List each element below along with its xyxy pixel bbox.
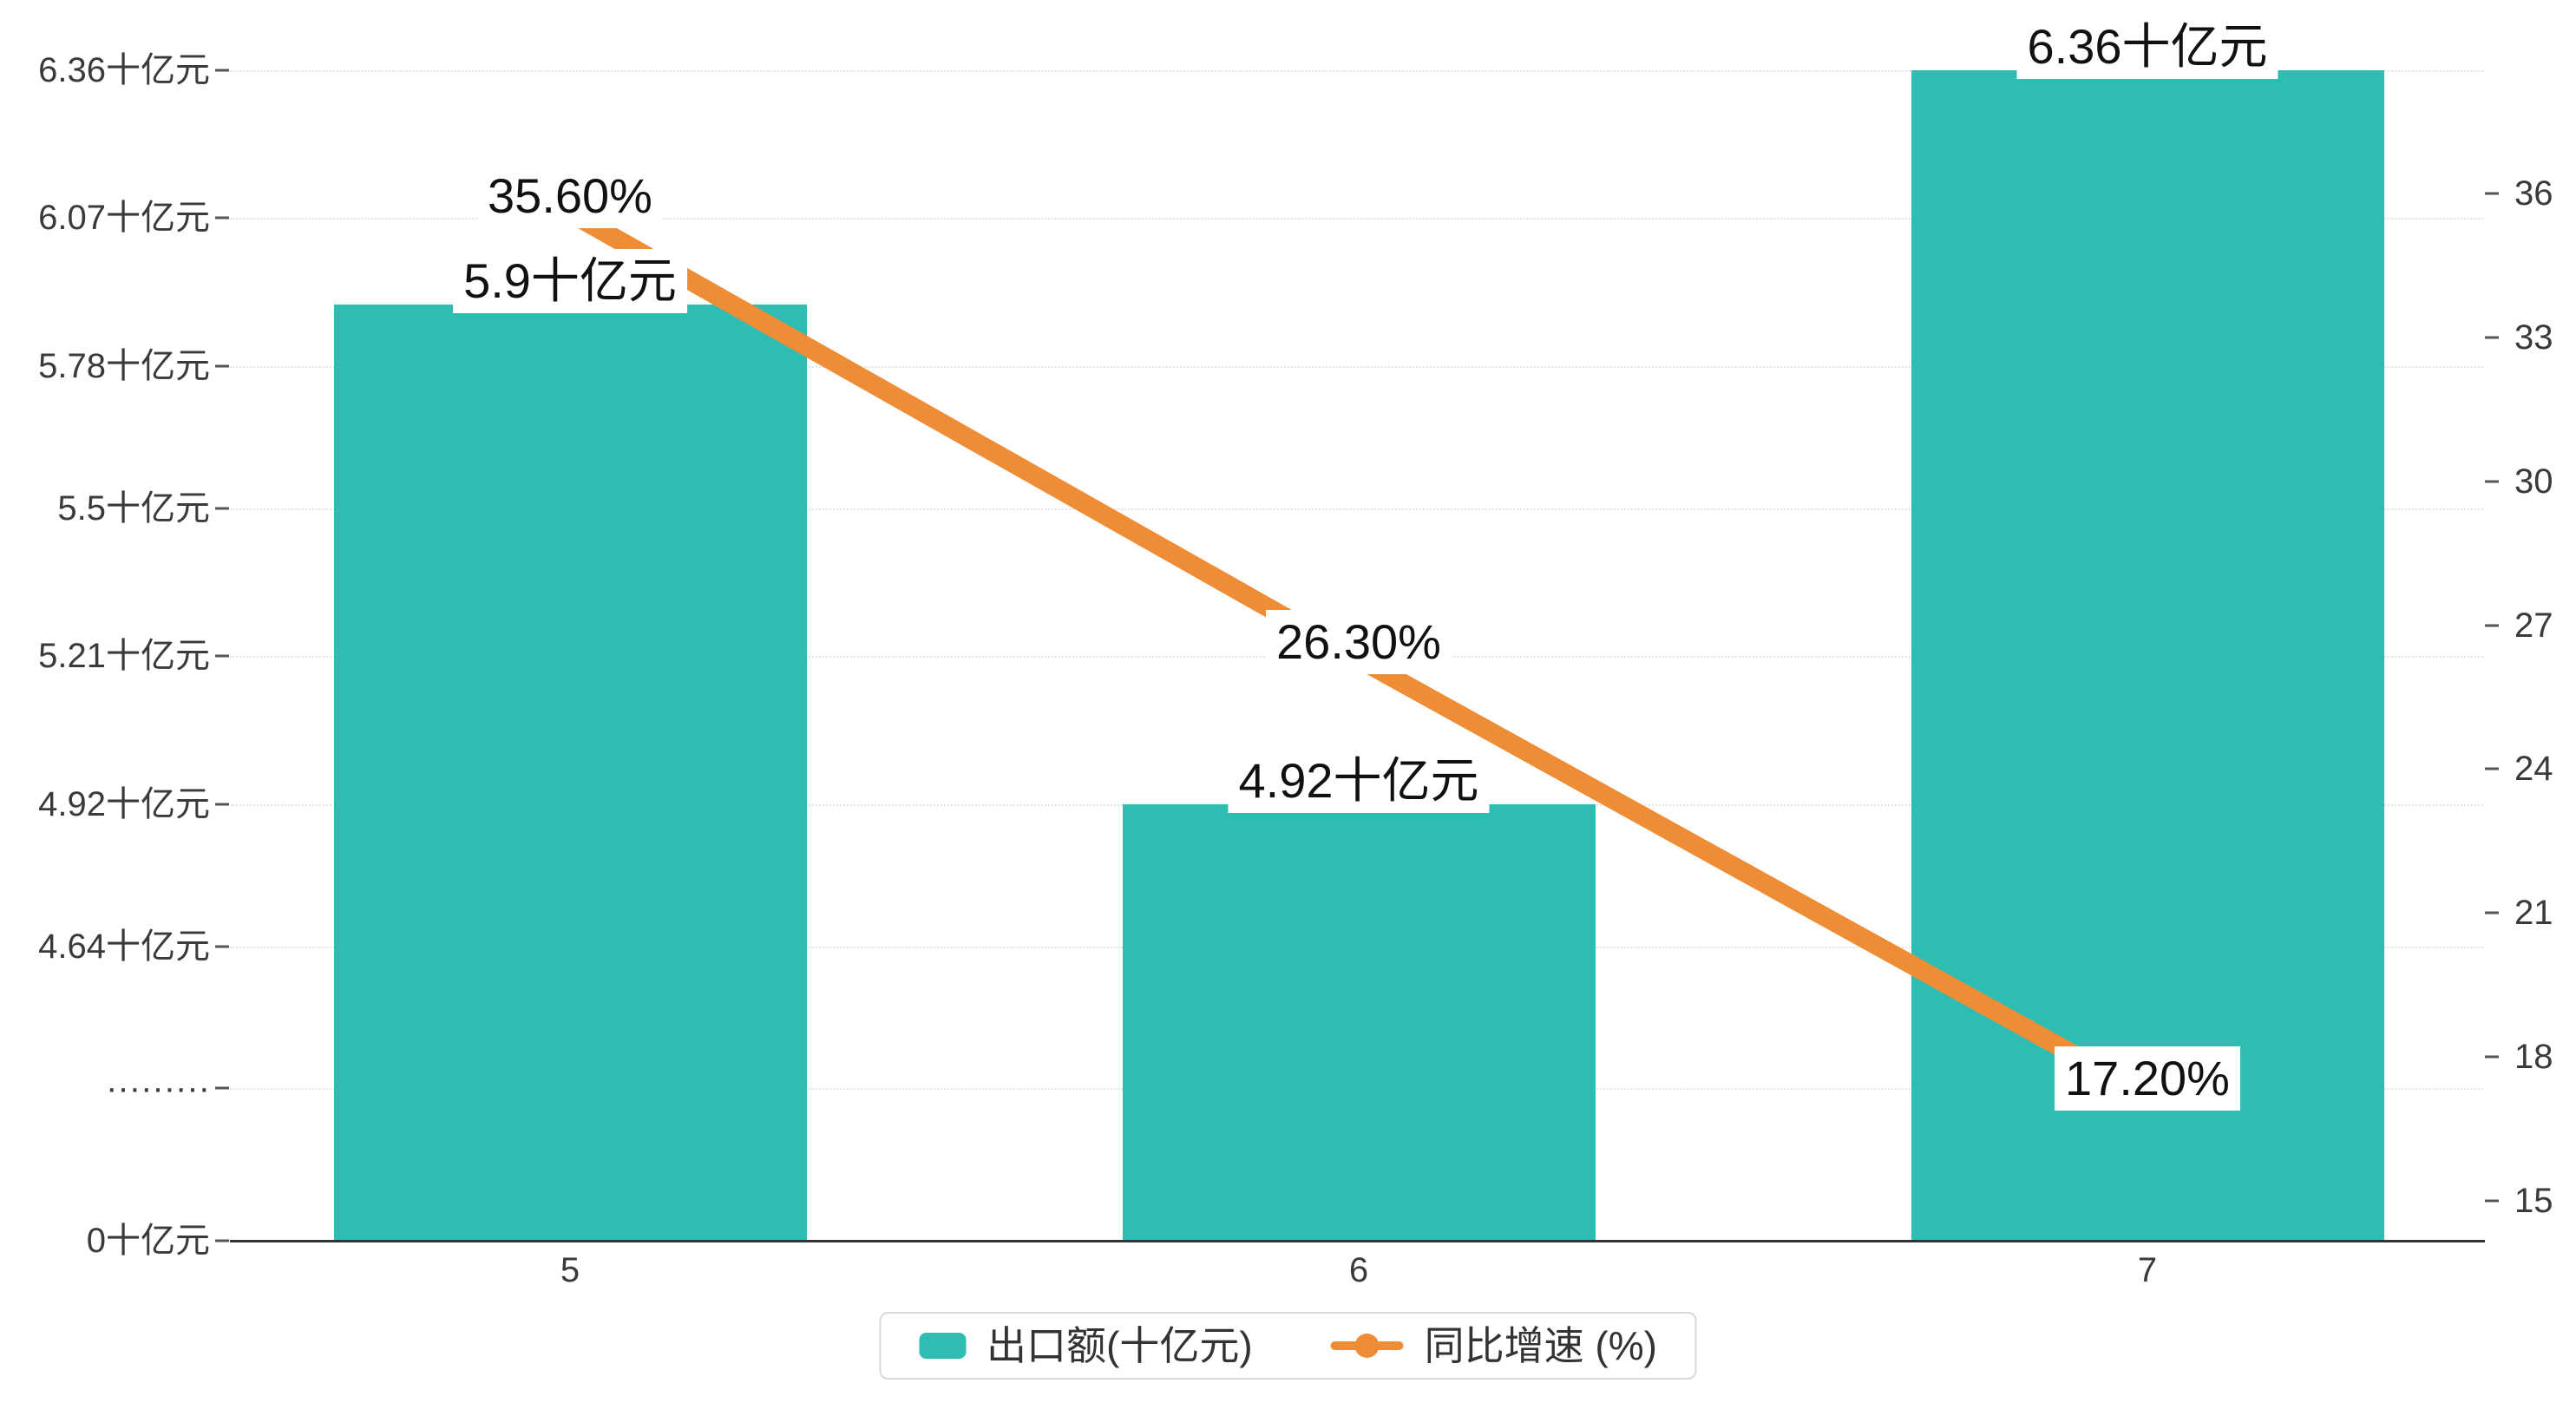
growth-value-label: 26.30% — [1266, 610, 1452, 675]
right-axis-tick — [2485, 192, 2499, 195]
left-axis-tick — [215, 507, 229, 510]
x-axis-category-label: 6 — [1348, 1251, 1369, 1289]
right-axis-tick-label: 33 — [2514, 318, 2553, 357]
left-axis-tick — [215, 1086, 229, 1090]
left-axis-tick — [215, 654, 229, 658]
growth-value-label: 35.60% — [477, 164, 663, 229]
left-axis-tick-label: 6.07十亿元 — [38, 199, 210, 238]
legend-label-growth: 同比增速 (%) — [1424, 1323, 1657, 1368]
legend: 出口额(十亿元) 同比增速 (%) — [879, 1312, 1697, 1380]
right-axis-tick-label: 21 — [2514, 894, 2553, 933]
right-axis-tick — [2485, 336, 2499, 339]
bar-value-label: 5.9十亿元 — [453, 249, 687, 314]
line-legend-dot-icon — [1354, 1334, 1380, 1358]
left-axis-tick-label: 5.78十亿元 — [38, 346, 210, 385]
legend-item-growth[interactable]: 同比增速 (%) — [1330, 1323, 1657, 1368]
right-axis-tick-label: 36 — [2514, 174, 2553, 213]
left-axis-tick — [215, 803, 229, 806]
right-axis-tick-label: 24 — [2514, 750, 2553, 789]
left-axis-tick-label: 4.64十亿元 — [38, 928, 210, 966]
left-axis-tick — [215, 945, 229, 948]
growth-value-label: 17.20% — [2055, 1046, 2240, 1111]
export-bar — [333, 305, 807, 1241]
right-axis-tick — [2485, 1055, 2499, 1059]
right-axis-tick — [2485, 911, 2499, 914]
right-axis-tick-label: 27 — [2514, 606, 2553, 645]
left-axis-tick-label: 5.21十亿元 — [38, 637, 210, 676]
right-axis-tick — [2485, 624, 2499, 627]
legend-item-export[interactable]: 出口额(十亿元) — [919, 1326, 1253, 1366]
x-axis-line — [230, 1240, 2485, 1242]
x-axis-category-label: 5 — [560, 1251, 580, 1289]
left-axis-tick-label: 4.92十亿元 — [38, 784, 210, 823]
right-axis-tick — [2485, 1199, 2499, 1203]
line-legend-marker-icon — [1330, 1334, 1404, 1358]
right-axis-tick-label: 15 — [2514, 1182, 2553, 1220]
bar-value-label: 4.92十亿元 — [1228, 748, 1490, 813]
left-axis-tick — [215, 216, 229, 220]
x-axis-category-label: 7 — [2137, 1251, 2158, 1289]
bar-value-label: 6.36十亿元 — [2016, 15, 2278, 79]
left-axis-tick — [215, 364, 229, 368]
left-axis-tick-label: 5.5十亿元 — [57, 489, 210, 528]
right-axis-tick — [2485, 480, 2499, 483]
left-axis-tick — [215, 1239, 229, 1242]
right-axis-tick — [2485, 767, 2499, 770]
left-axis-tick-label: 0十亿元 — [86, 1222, 210, 1260]
legend-label-export: 出口额(十亿元) — [986, 1323, 1253, 1368]
export-bar — [1122, 803, 1596, 1241]
right-axis-tick-label: 18 — [2514, 1038, 2553, 1077]
left-axis-tick — [215, 69, 229, 72]
right-axis-tick-label: 30 — [2514, 462, 2553, 501]
left-axis-tick-label: ········· — [106, 1069, 210, 1107]
bar-legend-swatch-icon — [919, 1333, 967, 1359]
gridline — [230, 70, 2483, 72]
left-axis-tick-label: 6.36十亿元 — [38, 51, 210, 89]
